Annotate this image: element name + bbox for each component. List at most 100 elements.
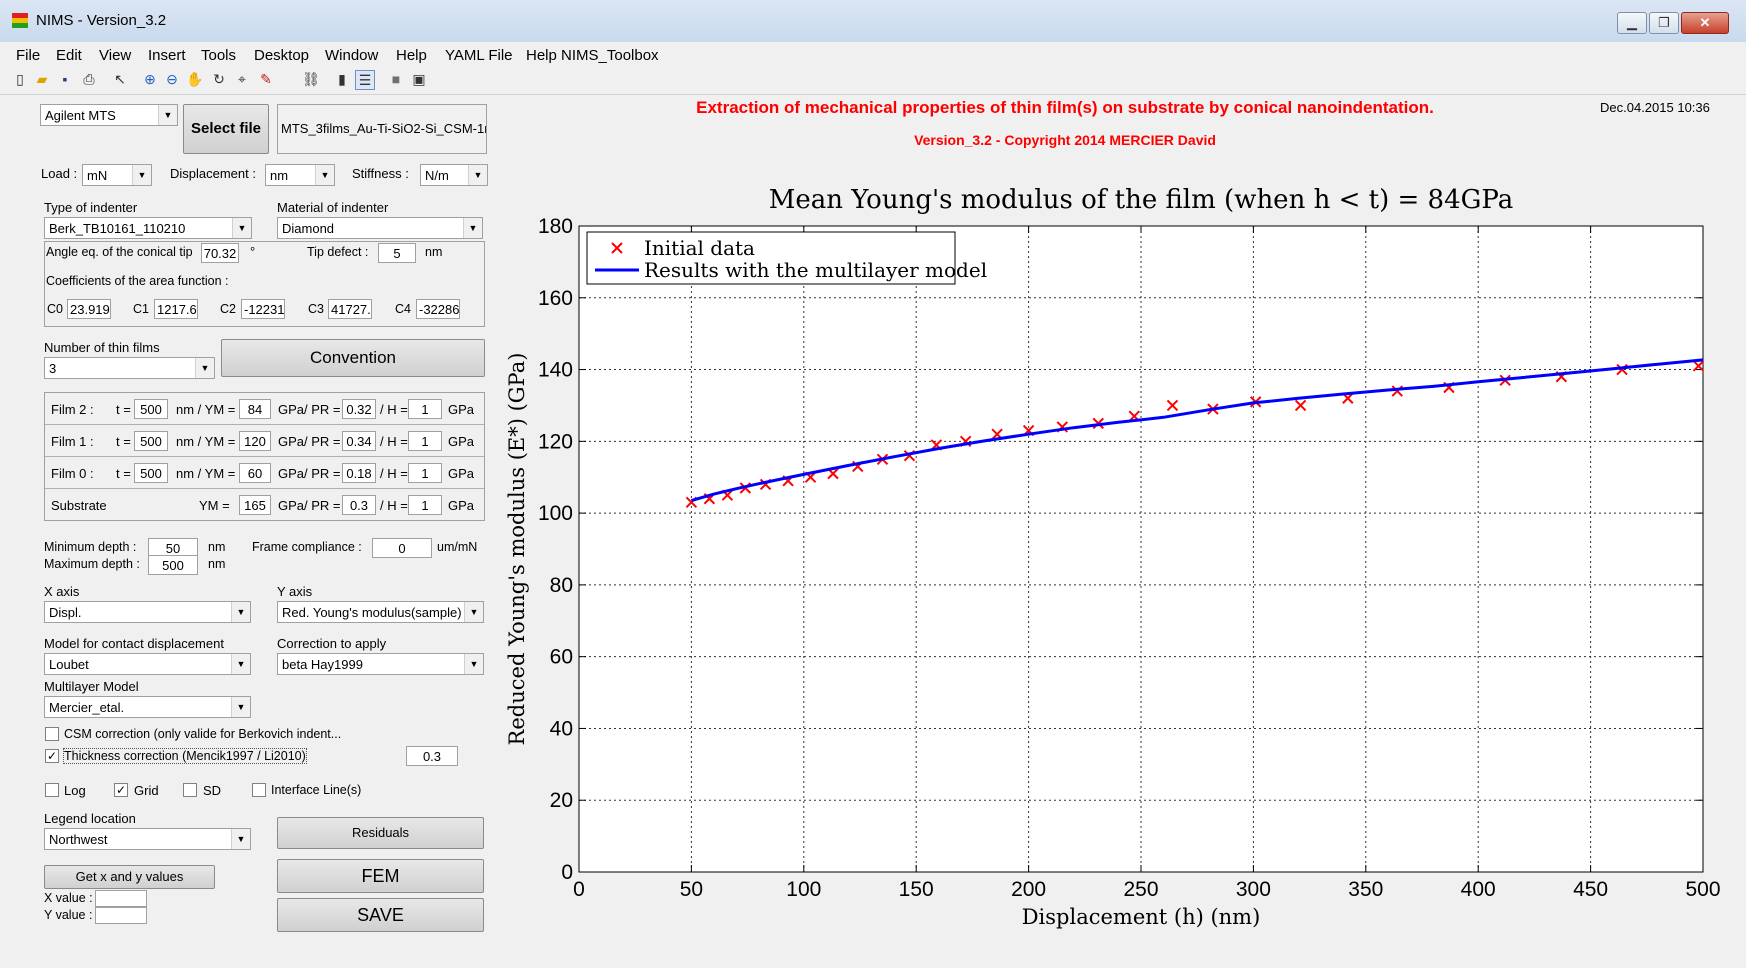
rotate-icon[interactable]: ↻ [213, 71, 225, 87]
ym-label: nm / YM = [176, 402, 236, 417]
menu-edit[interactable]: Edit [56, 47, 82, 64]
data-point [1166, 399, 1179, 412]
film-2-ym[interactable]: 84 [239, 399, 271, 419]
indenter-type-dropdown[interactable]: Berk_TB10161_110210 ▼ [44, 217, 252, 239]
frame-compliance-unit: um/mN [437, 540, 478, 554]
colorbar-icon[interactable]: ▮ [338, 71, 346, 87]
tip-defect-field[interactable]: 5 [378, 243, 416, 263]
menu-view[interactable]: View [99, 47, 132, 64]
save-button[interactable]: SAVE [277, 898, 484, 932]
gpa-unit: GPa [448, 402, 475, 417]
angle-field[interactable]: 70.32 [201, 243, 239, 263]
show-icon[interactable]: ▣ [412, 71, 426, 87]
x-tick-label: 250 [1123, 878, 1158, 901]
thickness-correction-field[interactable]: 0.3 [406, 746, 458, 766]
maximize-button[interactable]: ❐ [1649, 12, 1679, 34]
divider [45, 456, 484, 457]
x-axis-dropdown[interactable]: Displ. ▼ [44, 601, 251, 623]
fem-button[interactable]: FEM [277, 859, 484, 893]
y-axis-dropdown[interactable]: Red. Young's modulus(sample) ▼ [277, 601, 484, 623]
tip-defect-label: Tip defect : [307, 245, 369, 259]
film-0-ym[interactable]: 60 [239, 463, 271, 483]
film-0-pr[interactable]: 0.18 [342, 463, 376, 483]
save-icon[interactable]: ▪ [62, 71, 68, 87]
close-button[interactable]: ✕ [1681, 12, 1729, 34]
film-0-thickness[interactable]: 500 [134, 463, 168, 483]
coef-c2-field[interactable]: -12231 [241, 299, 285, 319]
y-value-field[interactable] [95, 907, 147, 924]
indenter-material-dropdown[interactable]: Diamond ▼ [277, 217, 483, 239]
data-point [1294, 399, 1307, 412]
zoom-out-icon[interactable]: ⊖ [166, 71, 178, 87]
csm-correction-label: CSM correction (only valide for Berkovic… [64, 727, 342, 741]
x-tick-label: 50 [680, 878, 703, 901]
pan-icon[interactable]: ✋ [186, 71, 204, 87]
log-checkbox[interactable] [45, 783, 59, 797]
menu-window[interactable]: Window [325, 47, 379, 64]
menu-insert[interactable]: Insert [148, 47, 186, 64]
coef-c3-label: C3 [308, 302, 324, 316]
thickness-correction-checkbox[interactable]: ✓ [45, 749, 59, 763]
pointer-icon[interactable]: ↖ [114, 71, 126, 87]
coef-c4-field[interactable]: -32286 [416, 299, 460, 319]
number-films-dropdown[interactable]: 3 ▼ [44, 357, 215, 379]
menu-yaml-file[interactable]: YAML File [445, 47, 513, 64]
get-xy-values-button[interactable]: Get x and y values [44, 865, 215, 889]
plot-area: Initial data Results with the multilayer … [494, 153, 1746, 968]
grid-checkbox[interactable]: ✓ [114, 783, 128, 797]
legend-location-dropdown[interactable]: Northwest ▼ [44, 828, 251, 850]
grid-label: Grid [134, 783, 159, 798]
displacement-unit-dropdown[interactable]: nm ▼ [265, 164, 335, 186]
max-depth-field[interactable]: 500 [148, 555, 198, 575]
substrate-pr[interactable]: 0.3 [342, 495, 376, 515]
film-2-thickness[interactable]: 500 [134, 399, 168, 419]
film-1-h[interactable]: 1 [408, 431, 442, 451]
load-unit-dropdown[interactable]: mN ▼ [82, 164, 152, 186]
x-tick-label: 300 [1236, 878, 1271, 901]
print-icon[interactable]: ⎙ [83, 71, 95, 87]
substrate-ym[interactable]: 165 [239, 495, 271, 515]
residuals-button[interactable]: Residuals [277, 817, 484, 849]
coef-c1-field[interactable]: 1217.6 [154, 299, 198, 319]
x-value-field[interactable] [95, 890, 147, 907]
menu-tools[interactable]: Tools [201, 47, 237, 64]
minimize-button[interactable]: ▁ [1617, 12, 1647, 34]
contact-model-dropdown[interactable]: Loubet ▼ [44, 653, 251, 675]
menu-desktop[interactable]: Desktop [254, 47, 310, 64]
film-1-ym[interactable]: 120 [239, 431, 271, 451]
multilayer-model-dropdown[interactable]: Mercier_etal. ▼ [44, 696, 251, 718]
sd-checkbox[interactable] [183, 783, 197, 797]
new-icon[interactable]: ▯ [16, 71, 24, 87]
coef-c3-field[interactable]: 41727. [328, 299, 372, 319]
hide-icon[interactable]: ■ [391, 71, 401, 87]
correction-dropdown[interactable]: beta Hay1999 ▼ [277, 653, 484, 675]
menu-help-nims-toolbox[interactable]: Help NIMS_Toolbox [526, 47, 659, 64]
coef-c0-label: C0 [47, 302, 63, 316]
film-0-h[interactable]: 1 [408, 463, 442, 483]
substrate-h[interactable]: 1 [408, 495, 442, 515]
indenter-type-label: Type of indenter [44, 200, 138, 215]
datacursor-icon[interactable]: ⌖ [238, 71, 246, 87]
film-2-pr[interactable]: 0.32 [342, 399, 376, 419]
legend-icon[interactable]: ☰ [355, 70, 375, 90]
film-1-pr[interactable]: 0.34 [342, 431, 376, 451]
zoom-in-icon[interactable]: ⊕ [144, 71, 156, 87]
instrument-dropdown[interactable]: Agilent MTS ▼ [40, 104, 178, 126]
menu-help[interactable]: Help [396, 47, 427, 64]
film-1-thickness[interactable]: 500 [134, 431, 168, 451]
frame-compliance-field[interactable]: 0 [372, 538, 432, 558]
convention-button[interactable]: Convention [221, 339, 485, 377]
ym-label: nm / YM = [176, 466, 236, 481]
select-file-button[interactable]: Select file [183, 104, 269, 154]
csm-correction-checkbox[interactable] [45, 727, 59, 741]
film-2-h[interactable]: 1 [408, 399, 442, 419]
coef-c0-field[interactable]: 23.919 [67, 299, 111, 319]
link-icon[interactable]: ⛓ [302, 71, 320, 87]
plot-background [579, 226, 1703, 872]
brush-icon[interactable]: ✎ [260, 71, 272, 87]
stiffness-unit-dropdown[interactable]: N/m ▼ [420, 164, 488, 186]
menu-file[interactable]: File [16, 47, 41, 64]
open-icon[interactable]: ▰ [36, 71, 48, 87]
interface-lines-checkbox[interactable] [252, 783, 266, 797]
